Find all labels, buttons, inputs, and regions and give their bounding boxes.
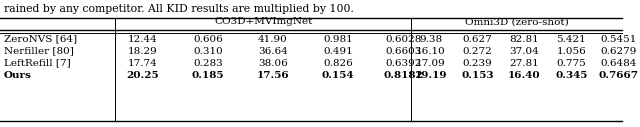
Text: 38.06: 38.06 bbox=[258, 59, 288, 67]
Text: 0.5451: 0.5451 bbox=[600, 35, 637, 44]
Text: 0.6392: 0.6392 bbox=[385, 59, 421, 67]
Text: 19.19: 19.19 bbox=[414, 70, 447, 80]
Text: 1.056: 1.056 bbox=[557, 46, 586, 55]
Text: Omni3D (zero-shot): Omni3D (zero-shot) bbox=[465, 18, 568, 27]
Text: 0.154: 0.154 bbox=[322, 70, 355, 80]
Text: 18.29: 18.29 bbox=[128, 46, 157, 55]
Text: 36.64: 36.64 bbox=[258, 46, 288, 55]
Text: 0.6028: 0.6028 bbox=[385, 35, 421, 44]
Text: 0.153: 0.153 bbox=[461, 70, 493, 80]
Text: 0.491: 0.491 bbox=[323, 46, 353, 55]
Text: 17.74: 17.74 bbox=[128, 59, 157, 67]
Text: 0.345: 0.345 bbox=[556, 70, 588, 80]
Text: ZeroNVS [64]: ZeroNVS [64] bbox=[4, 35, 77, 44]
Text: 0.826: 0.826 bbox=[323, 59, 353, 67]
Text: 0.627: 0.627 bbox=[463, 35, 492, 44]
Text: 82.81: 82.81 bbox=[509, 35, 540, 44]
Text: 27.81: 27.81 bbox=[509, 59, 540, 67]
Text: 0.981: 0.981 bbox=[323, 35, 353, 44]
Text: 37.04: 37.04 bbox=[509, 46, 540, 55]
Text: CO3D+MVImgNet: CO3D+MVImgNet bbox=[214, 18, 312, 27]
Text: 0.6279: 0.6279 bbox=[600, 46, 637, 55]
Text: 41.90: 41.90 bbox=[258, 35, 288, 44]
Text: 0.775: 0.775 bbox=[557, 59, 586, 67]
Text: 0.606: 0.606 bbox=[193, 35, 223, 44]
Text: 0.239: 0.239 bbox=[463, 59, 492, 67]
Text: 0.6484: 0.6484 bbox=[600, 59, 637, 67]
Text: 0.283: 0.283 bbox=[193, 59, 223, 67]
Text: 20.25: 20.25 bbox=[127, 70, 159, 80]
Text: 0.6603: 0.6603 bbox=[385, 46, 421, 55]
Text: Nerfiller [80]: Nerfiller [80] bbox=[4, 46, 74, 55]
Text: 9.38: 9.38 bbox=[419, 35, 442, 44]
Text: 12.44: 12.44 bbox=[128, 35, 157, 44]
Text: LeftRefill [7]: LeftRefill [7] bbox=[4, 59, 70, 67]
Text: 0.8182: 0.8182 bbox=[383, 70, 423, 80]
Text: 0.185: 0.185 bbox=[191, 70, 224, 80]
Text: 5.421: 5.421 bbox=[557, 35, 586, 44]
Text: rained by any competitor. All KID results are multiplied by 100.: rained by any competitor. All KID result… bbox=[4, 4, 354, 14]
Text: 16.10: 16.10 bbox=[415, 46, 445, 55]
Text: 0.272: 0.272 bbox=[463, 46, 492, 55]
Text: 16.40: 16.40 bbox=[508, 70, 541, 80]
Text: 17.56: 17.56 bbox=[257, 70, 289, 80]
Text: 0.310: 0.310 bbox=[193, 46, 223, 55]
Text: 0.7667: 0.7667 bbox=[598, 70, 638, 80]
Text: 17.09: 17.09 bbox=[415, 59, 445, 67]
Text: Ours: Ours bbox=[4, 70, 32, 80]
